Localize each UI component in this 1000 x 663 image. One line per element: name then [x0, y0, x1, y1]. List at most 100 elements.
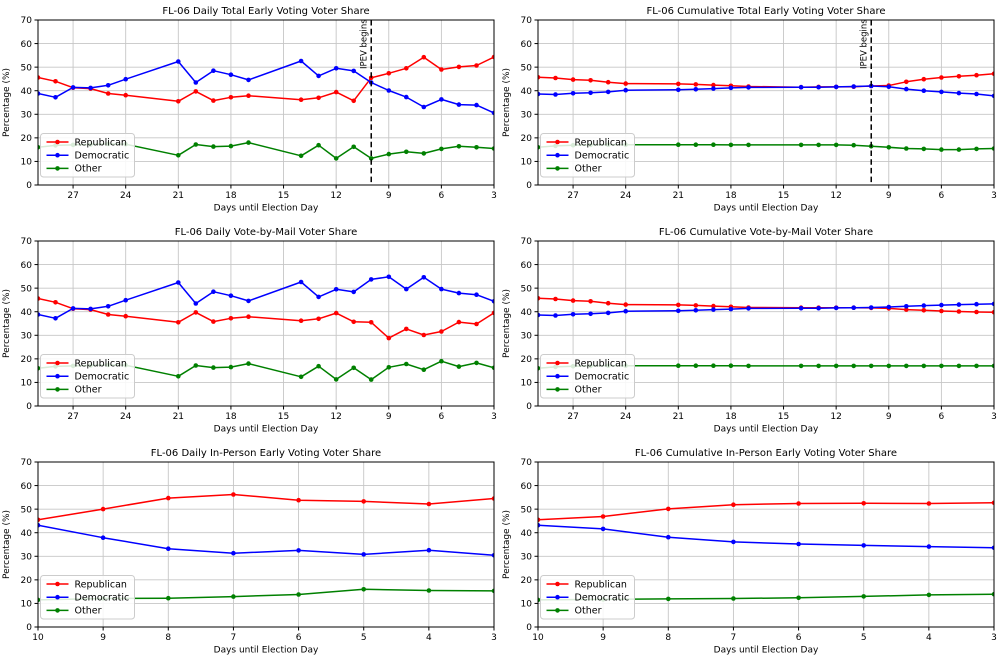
x-tick-label: 6 [939, 191, 945, 201]
data-point-republican [731, 502, 736, 507]
data-point-other [491, 588, 494, 594]
data-point-republican [368, 320, 374, 325]
data-point-republican [538, 75, 541, 80]
data-point-republican [456, 64, 462, 70]
series-democratic [538, 301, 994, 318]
legend-entry-democratic: Democratic [46, 372, 129, 383]
data-point-democratic [538, 312, 541, 318]
data-point-republican [491, 54, 494, 60]
data-point-republican [211, 319, 216, 324]
data-point-other [316, 363, 321, 369]
data-point-republican [361, 499, 367, 504]
legend-box [40, 575, 135, 620]
data-point-democratic [926, 544, 932, 549]
x-tick-label: 6 [796, 633, 802, 643]
legend-box [540, 354, 635, 399]
data-point-other [921, 363, 927, 369]
x-tick-label: 15 [278, 191, 289, 201]
data-point-republican [38, 517, 41, 523]
data-point-republican [368, 75, 374, 81]
data-point-republican [105, 91, 111, 96]
y-tick-label: 10 [21, 379, 33, 389]
x-tick-label: 9 [600, 633, 606, 643]
x-tick-label: 27 [67, 191, 78, 201]
data-point-republican [796, 501, 801, 506]
data-point-democratic [676, 87, 681, 93]
data-point-republican [623, 302, 628, 307]
data-point-democratic [176, 280, 181, 285]
data-point-republican [711, 303, 716, 309]
data-point-other [851, 142, 856, 148]
x-tick-label: 12 [330, 191, 341, 201]
data-point-other [361, 587, 367, 592]
data-point-democratic [361, 552, 367, 557]
x-tick-label: 27 [567, 412, 578, 422]
axes-frame [37, 240, 495, 407]
data-point-republican [553, 75, 558, 81]
data-point-other [746, 363, 751, 369]
data-point-other [211, 144, 216, 149]
x-tick-label: 9 [886, 191, 892, 201]
x-tick-label: 18 [225, 412, 237, 422]
data-point-other [746, 142, 751, 148]
legend-label-republican: Republican [75, 358, 127, 369]
chart-background [500, 221, 1000, 442]
legend-entry-other: Other [546, 164, 602, 175]
data-point-democratic [851, 84, 856, 89]
data-point-republican [991, 500, 994, 506]
data-point-republican [570, 298, 576, 303]
x-tick-label: 18 [725, 412, 737, 422]
y-tick-label: 10 [521, 379, 533, 389]
data-point-republican [904, 79, 909, 85]
x-tick-label: 3 [991, 191, 997, 201]
axes-frame [37, 19, 495, 186]
legend-label-other: Other [75, 164, 102, 175]
x-tick-label: 24 [120, 412, 132, 422]
y-axis-label: Percentage (%) [2, 68, 12, 137]
legend-marker-other [55, 387, 60, 392]
data-point-democratic [904, 86, 909, 92]
series-republican [538, 500, 994, 523]
data-point-democratic [956, 90, 962, 96]
legend: Republican Democratic Other [40, 575, 135, 620]
series-democratic [538, 522, 994, 551]
x-tick-label: 7 [731, 633, 737, 643]
legend-entry-other: Other [546, 385, 602, 396]
x-tick-label: 3 [491, 412, 497, 422]
x-tick-label: 5 [361, 633, 367, 643]
data-point-democratic [904, 304, 909, 309]
data-point-other [939, 147, 944, 152]
data-point-republican [333, 310, 339, 316]
data-point-democratic [746, 85, 751, 90]
data-point-democratic [88, 306, 93, 312]
data-point-republican [974, 309, 979, 315]
data-point-other [956, 363, 962, 369]
data-point-democratic [921, 303, 927, 308]
data-point-republican [100, 506, 106, 512]
x-tick-label: 6 [296, 633, 302, 643]
axes-frame [537, 240, 995, 407]
y-tick-label: 30 [521, 110, 533, 120]
x-tick-label: 18 [225, 191, 237, 201]
legend-marker-other [555, 166, 560, 171]
data-point-republican [333, 89, 339, 95]
y-tick-label: 20 [521, 355, 533, 365]
data-point-other [439, 146, 444, 152]
data-point-republican [600, 514, 606, 519]
data-point-democratic [991, 301, 994, 307]
data-point-democratic [316, 294, 321, 300]
legend-box [40, 133, 135, 178]
y-axis-label: Percentage (%) [502, 289, 512, 358]
data-point-other [921, 146, 927, 152]
y-tick-label: 0 [526, 623, 532, 633]
data-point-democratic [623, 87, 628, 93]
data-point-democratic [351, 289, 357, 295]
data-point-other [246, 361, 251, 366]
x-tick-label: 10 [532, 633, 544, 643]
legend-label-other: Other [75, 606, 102, 617]
y-tick-label: 50 [21, 284, 33, 294]
data-point-democratic [474, 292, 479, 297]
